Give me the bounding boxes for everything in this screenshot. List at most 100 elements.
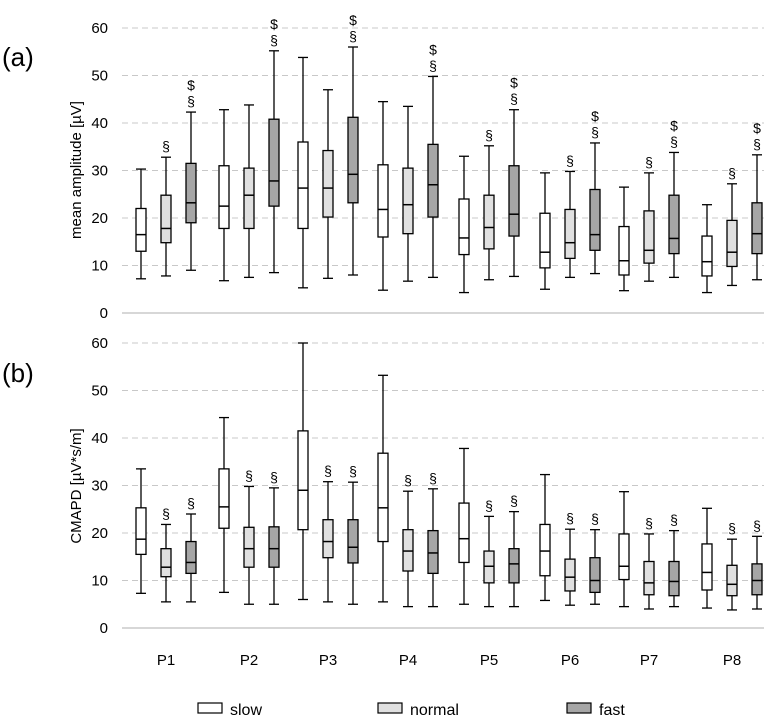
significance-marker: § <box>187 93 195 109</box>
significance-marker: § <box>670 512 678 528</box>
significance-marker: § <box>324 463 332 479</box>
x-category-label: P2 <box>240 652 258 669</box>
significance-marker: § <box>566 510 574 526</box>
box-normal <box>160 194 172 244</box>
x-category-label: P6 <box>561 652 579 669</box>
y-tick-label: 30 <box>91 478 108 495</box>
panel-label: (b) <box>2 358 34 388</box>
x-category-label: P8 <box>723 652 741 669</box>
box-slow <box>297 141 309 230</box>
box-normal <box>243 167 255 230</box>
box-normal <box>483 194 495 250</box>
significance-marker: $ <box>349 12 357 28</box>
box-normal <box>564 208 576 260</box>
y-tick-label: 10 <box>91 573 108 590</box>
box-normal <box>322 149 334 218</box>
significance-marker: § <box>728 520 736 536</box>
significance-marker: § <box>245 467 253 483</box>
significance-marker: § <box>162 505 170 521</box>
significance-marker: § <box>162 138 170 154</box>
box-fast <box>268 118 280 207</box>
significance-marker: § <box>187 495 195 511</box>
box-fast <box>751 563 763 596</box>
box-fast <box>427 529 439 575</box>
box-slow <box>458 198 470 256</box>
y-tick-label: 30 <box>91 163 108 180</box>
y-axis-label: CMAPD [µV*s/m] <box>68 428 85 543</box>
box-slow <box>618 225 630 276</box>
box-slow <box>297 430 309 531</box>
significance-marker: § <box>429 470 437 486</box>
box-fast <box>185 540 197 575</box>
significance-marker: § <box>753 517 761 533</box>
box-fast <box>668 194 680 255</box>
significance-marker: § <box>270 469 278 485</box>
y-tick-label: 10 <box>91 258 108 275</box>
significance-marker: § <box>510 493 518 509</box>
x-category-label: P7 <box>640 652 658 669</box>
significance-marker: $ <box>753 120 761 136</box>
y-tick-label: 60 <box>91 20 108 37</box>
box-normal <box>726 219 738 268</box>
significance-marker: § <box>566 152 574 168</box>
box-fast <box>508 548 520 584</box>
significance-marker: § <box>591 511 599 527</box>
legend-swatch-slow <box>197 702 223 714</box>
legend-swatch-fast <box>566 702 592 714</box>
box-fast <box>347 519 359 564</box>
box-slow <box>701 543 713 591</box>
box-normal <box>322 519 334 559</box>
box-fast <box>427 143 439 218</box>
significance-marker: § <box>510 91 518 107</box>
box-normal <box>243 526 255 568</box>
box-slow <box>218 165 230 230</box>
significance-marker: § <box>485 127 493 143</box>
y-tick-label: 50 <box>91 68 108 85</box>
y-tick-label: 20 <box>91 525 108 542</box>
box-fast <box>751 202 763 255</box>
x-category-label: P3 <box>319 652 337 669</box>
box-slow <box>701 235 713 277</box>
box-slow <box>539 212 551 269</box>
significance-marker: § <box>645 154 653 170</box>
legend-label: fast <box>599 702 625 716</box>
panel-label: (a) <box>2 42 34 72</box>
box-fast <box>185 162 197 224</box>
significance-marker: § <box>349 463 357 479</box>
box-slow <box>135 207 147 252</box>
significance-marker: $ <box>187 77 195 93</box>
box-fast <box>589 557 601 594</box>
y-tick-label: 0 <box>100 620 108 637</box>
box-slow <box>539 523 551 577</box>
y-tick-label: 0 <box>100 305 108 322</box>
significance-marker: § <box>591 124 599 140</box>
box-fast <box>508 165 520 237</box>
significance-marker: $ <box>510 75 518 91</box>
box-normal <box>564 558 576 592</box>
box-slow <box>377 164 389 238</box>
y-tick-label: 40 <box>91 430 108 447</box>
box-normal <box>160 548 172 578</box>
x-category-label: P5 <box>480 652 498 669</box>
legend-swatch-normal <box>377 702 403 714</box>
box-slow <box>618 533 630 581</box>
legend-label: normal <box>410 702 459 716</box>
significance-marker: § <box>429 57 437 73</box>
box-fast <box>668 560 680 597</box>
significance-marker: $ <box>670 117 678 133</box>
significance-marker: § <box>753 136 761 152</box>
y-tick-label: 40 <box>91 115 108 132</box>
x-category-label: P4 <box>399 652 417 669</box>
box-fast <box>268 526 280 568</box>
significance-marker: § <box>728 165 736 181</box>
significance-marker: § <box>670 133 678 149</box>
box-slow <box>377 452 389 543</box>
box-normal <box>643 560 655 596</box>
significance-marker: § <box>349 28 357 44</box>
legend-label: slow <box>230 702 262 716</box>
box-fast <box>589 188 601 251</box>
box-normal <box>726 564 738 597</box>
box-slow <box>135 507 147 556</box>
significance-marker: § <box>404 472 412 488</box>
